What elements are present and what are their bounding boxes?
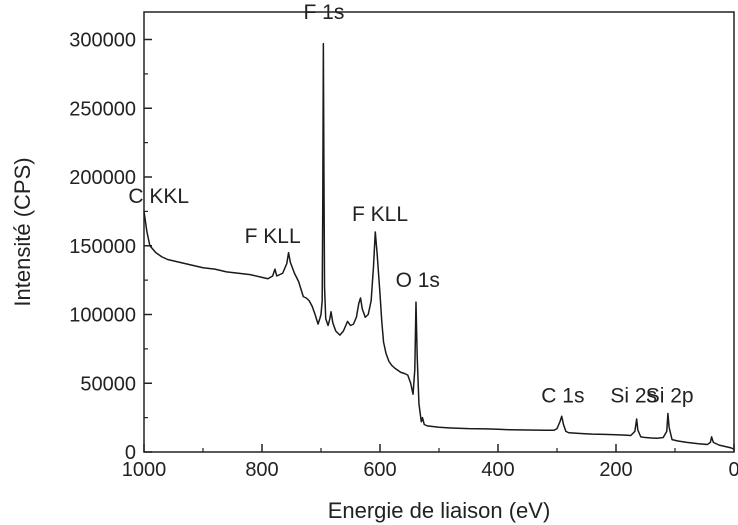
x-tick-label: 1000 xyxy=(122,459,167,481)
peak-label: Si 2p xyxy=(646,385,694,408)
x-axis-label: Energie de liaison (eV) xyxy=(328,498,551,523)
peak-label: F KLL xyxy=(245,225,301,248)
series-group xyxy=(143,42,735,450)
peak-label: Si 2s xyxy=(610,385,657,408)
peak-label: O 1s xyxy=(396,269,440,292)
y-tick-label: 100000 xyxy=(69,305,136,327)
x-axis-ticks: 1000 800 600 400 200 0 xyxy=(122,444,738,481)
x-tick-label: 600 xyxy=(363,459,396,481)
y-tick-label: 0 xyxy=(125,442,136,464)
x-tick-label: 0 xyxy=(728,459,738,481)
peak-label: C 1s xyxy=(541,385,584,408)
spectrum-line xyxy=(143,42,735,450)
x-tick-label: 400 xyxy=(481,459,514,481)
x-tick-label: 200 xyxy=(599,459,632,481)
y-axis-label: Intensité (CPS) xyxy=(10,157,35,306)
y-tick-label: 150000 xyxy=(69,236,136,258)
y-tick-label: 50000 xyxy=(80,373,136,395)
peak-label: F KLL xyxy=(352,203,408,226)
y-tick-label: 300000 xyxy=(69,30,136,52)
y-axis-ticks: 0 50000 100000 150000 200000 250000 300000 xyxy=(69,30,152,464)
x-tick-label: 800 xyxy=(245,459,278,481)
peak-label: C KKL xyxy=(128,185,189,208)
y-tick-label: 250000 xyxy=(69,98,136,120)
peak-label: F 1s xyxy=(304,1,345,24)
y-tick-label: 200000 xyxy=(69,167,136,189)
